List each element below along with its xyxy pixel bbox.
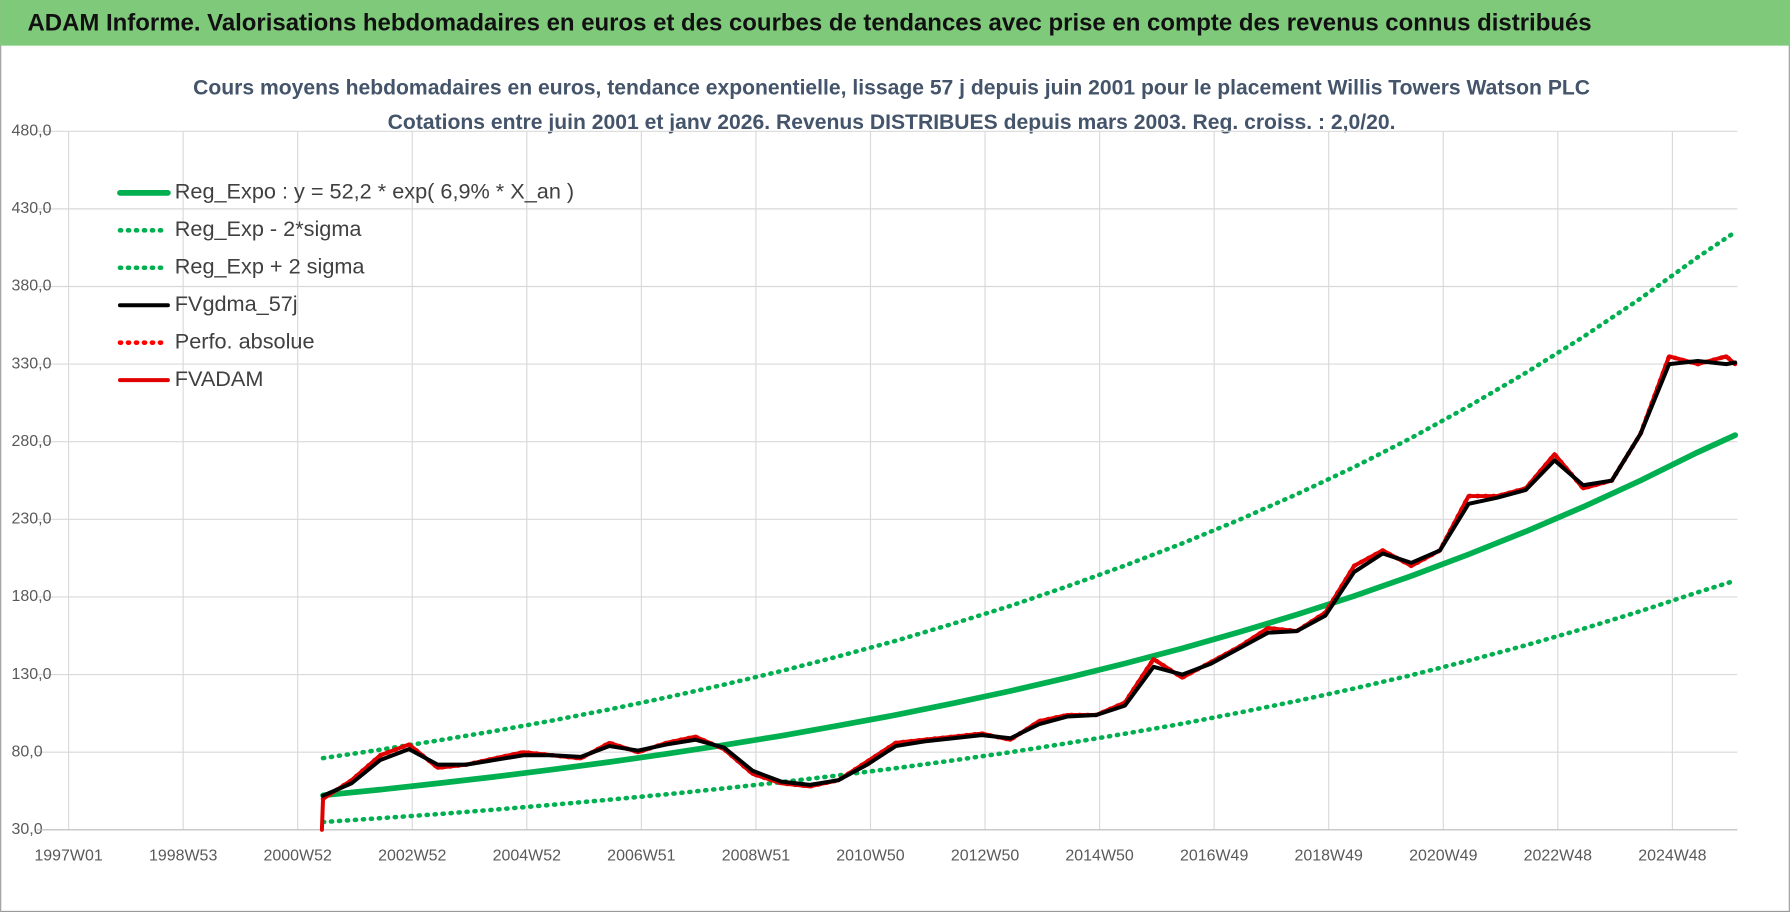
y-tick-label: 180,0 (12, 588, 52, 605)
x-tick-label: 2006W51 (607, 847, 675, 864)
x-tick-label: 2014W50 (1065, 847, 1133, 864)
y-tick-label: 230,0 (12, 511, 52, 528)
legend-label: Reg_Exp - 2*sigma (175, 216, 363, 241)
series-line (320, 432, 1739, 799)
x-tick-label: 2002W52 (378, 847, 446, 864)
legend-label: Perfo. absolue (175, 328, 315, 353)
x-tick-label: 2022W48 (1524, 847, 1592, 864)
series-line (320, 578, 1738, 825)
chart-title: Cours moyens hebdomadaires en euros, ten… (193, 77, 1590, 100)
x-tick-label: 2012W50 (951, 847, 1019, 864)
x-tick-label: 2020W49 (1409, 847, 1477, 864)
series-line (320, 229, 1738, 761)
banner (0, 0, 1790, 46)
x-tick-label: 1998W53 (149, 847, 217, 864)
y-tick-label: 280,0 (12, 433, 52, 450)
x-tick-label: 2000W52 (264, 847, 332, 864)
legend-label: Reg_Expo : y = 52,2 * exp( 6,9% * X_an ) (175, 179, 574, 204)
x-tick-label: 2004W52 (493, 847, 561, 864)
x-tick-label: 2018W49 (1295, 847, 1363, 864)
page-title: ADAM Informe. Valorisations hebdomadaire… (28, 9, 1592, 36)
y-tick-label: 380,0 (12, 278, 52, 295)
legend-label: FVgdma_57j (175, 291, 298, 316)
x-tick-label: 2010W50 (836, 847, 904, 864)
chart-subtitle: Cotations entre juin 2001 et janv 2026. … (388, 111, 1396, 134)
x-tick-label: 2016W49 (1180, 847, 1248, 864)
y-tick-label: 130,0 (12, 666, 52, 683)
x-tick-label: 1997W01 (34, 847, 102, 864)
legend-label: FVADAM (175, 366, 264, 391)
y-tick-label: 80,0 (12, 743, 43, 760)
x-tick-label: 2024W48 (1638, 847, 1706, 864)
legend-label: Reg_Exp + 2 sigma (175, 254, 366, 279)
x-tick-label: 2008W51 (722, 847, 790, 864)
y-tick-label: 30,0 (12, 821, 43, 838)
y-tick-label: 480,0 (12, 122, 52, 139)
y-tick-label: 330,0 (12, 355, 52, 372)
y-tick-label: 430,0 (12, 200, 52, 217)
series-line (321, 359, 1738, 798)
